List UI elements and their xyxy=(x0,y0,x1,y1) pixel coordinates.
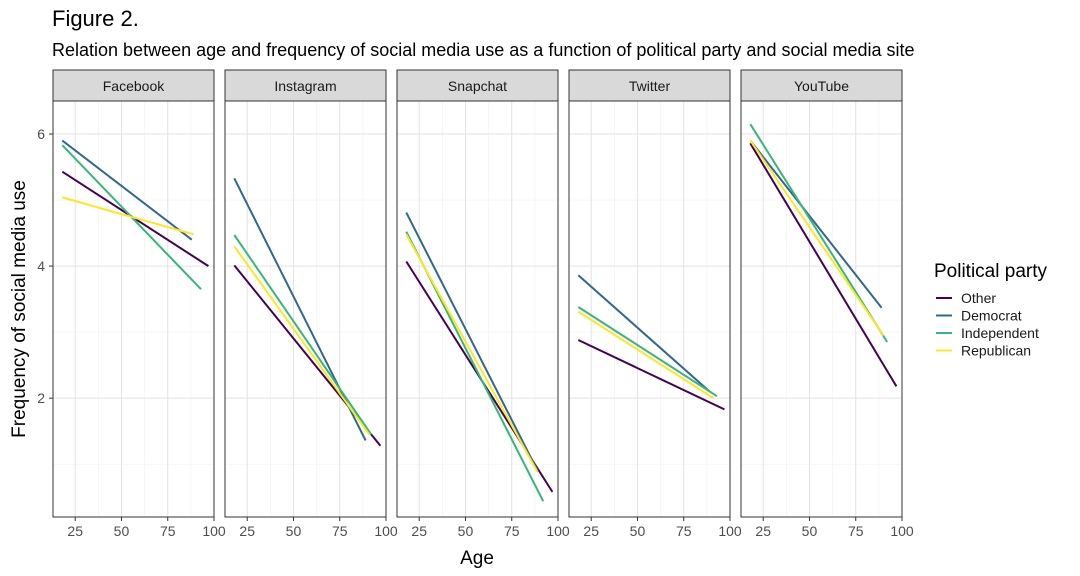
x-tick-label: 100 xyxy=(890,523,914,539)
x-tick-label: 25 xyxy=(411,523,427,539)
series-line-youtube-democrat xyxy=(749,139,883,309)
y-tick-label: 6 xyxy=(37,126,45,142)
panel-background-youtube xyxy=(741,101,902,517)
legend-title: Political party xyxy=(934,261,1047,282)
strip-label-facebook: Facebook xyxy=(103,78,165,94)
series-line-instagram-independent xyxy=(233,234,373,436)
x-tick-label: 100 xyxy=(546,523,570,539)
strip-label-twitter: Twitter xyxy=(629,78,671,94)
x-tick-label: 100 xyxy=(202,523,226,539)
x-tick-label: 25 xyxy=(583,523,599,539)
panel-background-facebook xyxy=(53,101,214,517)
series-line-twitter-other xyxy=(577,339,725,411)
x-tick-label: 50 xyxy=(630,523,646,539)
legend-label-independent: Independent xyxy=(961,325,1039,341)
strip-label-youtube: YouTube xyxy=(794,78,849,94)
x-tick-label: 75 xyxy=(676,523,692,539)
strip-label-snapchat: Snapchat xyxy=(448,78,507,94)
x-tick-label: 25 xyxy=(239,523,255,539)
y-tick-label: 2 xyxy=(37,390,45,406)
figure-label: Figure 2. xyxy=(52,6,139,31)
x-tick-label: 100 xyxy=(374,523,398,539)
strip-instagram xyxy=(224,69,387,102)
series-line-twitter-republican xyxy=(577,310,714,399)
x-tick-label: 100 xyxy=(718,523,742,539)
series-line-youtube-other xyxy=(749,142,898,387)
x-tick-label: 25 xyxy=(755,523,771,539)
legend-label-democrat: Democrat xyxy=(961,308,1022,324)
x-tick-label: 75 xyxy=(848,523,864,539)
strip-snapchat xyxy=(396,69,559,102)
panel-background-snapchat xyxy=(397,101,558,517)
legend-label-other: Other xyxy=(961,290,996,306)
series-line-twitter-democrat xyxy=(577,274,711,393)
x-tick-label: 75 xyxy=(160,523,176,539)
panel-background-twitter xyxy=(569,101,730,517)
legend-label-republican: Republican xyxy=(961,343,1031,359)
x-tick-label: 25 xyxy=(67,523,83,539)
y-tick-label: 4 xyxy=(37,258,45,274)
series-line-instagram-democrat xyxy=(233,177,367,441)
series-line-facebook-democrat xyxy=(61,139,193,241)
y-axis-title: Frequency of social media use xyxy=(9,180,30,438)
x-tick-label: 50 xyxy=(114,523,130,539)
strip-youtube xyxy=(740,69,903,102)
series-line-youtube-republican xyxy=(749,140,885,336)
x-tick-label: 50 xyxy=(802,523,818,539)
series-line-instagram-republican xyxy=(233,245,371,436)
x-tick-label: 75 xyxy=(332,523,348,539)
x-tick-label: 50 xyxy=(458,523,474,539)
x-axis-title: Age xyxy=(460,548,494,569)
strip-facebook xyxy=(52,69,215,102)
strip-twitter xyxy=(568,69,731,102)
panel-background-instagram xyxy=(225,101,386,517)
x-tick-label: 50 xyxy=(286,523,302,539)
series-line-snapchat-democrat xyxy=(405,212,539,472)
series-line-facebook-republican xyxy=(62,196,194,236)
series-line-twitter-independent xyxy=(577,306,718,398)
series-line-snapchat-republican xyxy=(405,233,539,473)
chart-subtitle: Relation between age and frequency of so… xyxy=(52,40,915,60)
x-tick-label: 75 xyxy=(504,523,520,539)
strip-label-instagram: Instagram xyxy=(274,78,336,94)
